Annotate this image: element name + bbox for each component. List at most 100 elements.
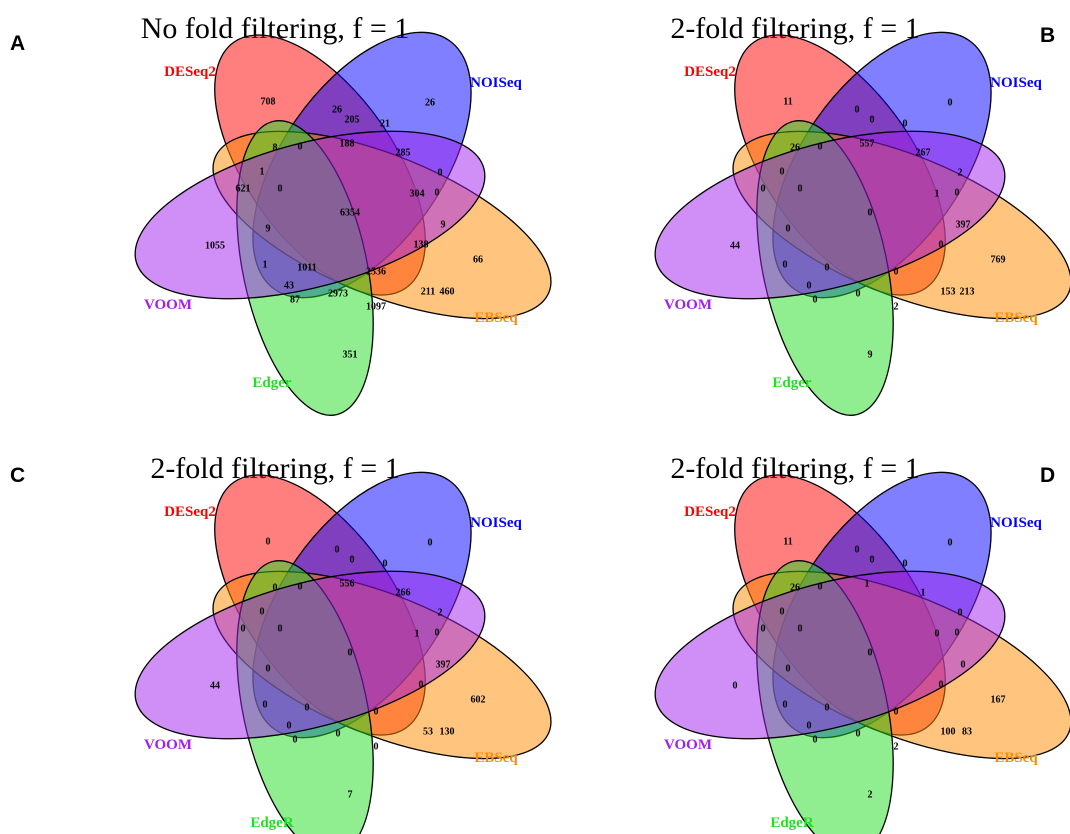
region-count: 397: [436, 659, 451, 670]
region-count: 0: [435, 627, 440, 638]
set-label: Edger: [772, 375, 812, 391]
region-count: 1: [935, 188, 940, 199]
region-count: 1: [865, 578, 870, 589]
region-count: 138: [414, 239, 429, 250]
region-count: 0: [263, 699, 268, 710]
region-count: 2: [894, 301, 899, 312]
region-count: 0: [870, 554, 875, 565]
region-count: 0: [955, 627, 960, 638]
panel-letter: A: [10, 32, 25, 55]
set-label: Edger: [252, 375, 292, 391]
set-label: NOISeq: [990, 515, 1042, 531]
region-count: 21: [380, 118, 390, 129]
region-count: 8: [273, 142, 278, 153]
region-count: 9: [441, 219, 446, 230]
region-count: 0: [961, 659, 966, 670]
set-label: VOOM: [144, 737, 192, 753]
region-count: 556: [340, 578, 355, 589]
region-count: 397: [956, 219, 971, 230]
region-count: 0: [807, 720, 812, 731]
region-count: 0: [241, 623, 246, 634]
region-count: 0: [278, 183, 283, 194]
region-count: 267: [916, 147, 931, 158]
region-count: 0: [298, 581, 303, 592]
region-count: 44: [210, 680, 220, 691]
region-count: 0: [855, 104, 860, 115]
region-count: 0: [783, 699, 788, 710]
region-count: 100: [941, 726, 956, 737]
set-label: VOOM: [664, 737, 712, 753]
region-count: 0: [786, 663, 791, 674]
region-count: 0: [266, 536, 271, 547]
region-count: 0: [903, 558, 908, 569]
region-count: 0: [894, 266, 899, 277]
region-count: 0: [939, 679, 944, 690]
region-count: 0: [955, 187, 960, 198]
region-count: 769: [991, 254, 1006, 265]
region-count: 708: [261, 96, 276, 107]
region-count: 304: [410, 188, 425, 199]
region-count: 0: [856, 288, 861, 299]
region-count: 153: [941, 286, 956, 297]
region-count: 0: [278, 623, 283, 634]
region-count: 0: [266, 663, 271, 674]
region-count: 9: [266, 223, 271, 234]
set-ellipse: [134, 570, 486, 740]
region-count: 0: [350, 554, 355, 565]
region-count: 26: [332, 104, 342, 115]
region-count: 0: [374, 741, 379, 752]
set-label: DESeq2: [164, 504, 216, 520]
set-label: NOISeq: [990, 75, 1042, 91]
region-count: 26: [790, 582, 800, 593]
region-count: 26: [790, 142, 800, 153]
region-count: 53: [423, 726, 433, 737]
region-count: 205: [345, 114, 360, 125]
set-label: VOOM: [144, 297, 192, 313]
region-count: 2: [438, 607, 443, 618]
region-count: 351: [343, 349, 358, 360]
set-label: EBSeq: [474, 750, 518, 766]
region-count: 66: [473, 254, 483, 265]
region-count: 0: [780, 166, 785, 177]
region-count: 0: [335, 544, 340, 555]
region-count: 0: [780, 606, 785, 617]
set-label: EdgeR: [250, 815, 294, 831]
region-count: 1011: [297, 262, 316, 273]
region-count: 0: [870, 114, 875, 125]
region-count: 0: [293, 734, 298, 745]
set-label: DESeq2: [684, 504, 736, 520]
set-ellipse: [654, 570, 1006, 740]
set-label: DESeq2: [684, 64, 736, 80]
region-count: 2: [868, 789, 873, 800]
region-count: 0: [435, 187, 440, 198]
region-count: 1: [921, 587, 926, 598]
region-count: 0: [818, 581, 823, 592]
region-count: 2536: [366, 266, 386, 277]
region-count: 0: [868, 207, 873, 218]
region-count: 460: [440, 286, 455, 297]
region-count: 0: [825, 702, 830, 713]
region-count: 285: [396, 147, 411, 158]
region-count: 1097: [366, 301, 386, 312]
region-count: 0: [798, 623, 803, 634]
set-ellipse: [654, 130, 1006, 300]
region-count: 0: [818, 141, 823, 152]
region-count: 0: [939, 239, 944, 250]
region-count: 130: [440, 726, 455, 737]
region-count: 0: [868, 647, 873, 658]
region-count: 0: [786, 223, 791, 234]
region-count: 188: [340, 138, 355, 149]
region-count: 7: [348, 789, 353, 800]
region-count: 0: [813, 294, 818, 305]
region-count: 0: [336, 728, 341, 739]
region-count: 0: [260, 606, 265, 617]
region-count: 0: [383, 558, 388, 569]
set-label: EBSeq: [994, 310, 1038, 326]
set-label: EdgeR: [770, 815, 814, 831]
panel-letter: C: [10, 464, 25, 487]
region-count: 2973: [328, 288, 348, 299]
set-ellipse: [134, 130, 486, 300]
region-count: 0: [287, 720, 292, 731]
region-count: 211: [421, 286, 435, 297]
